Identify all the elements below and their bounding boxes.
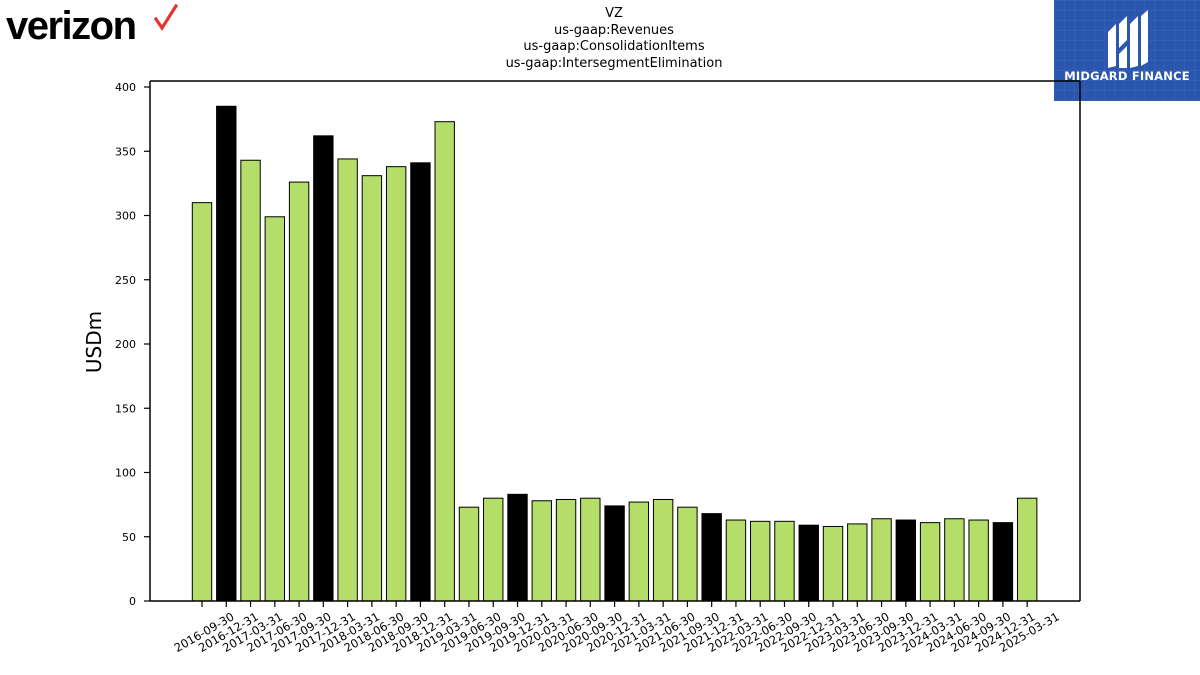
- midgard-logo-icon: [1108, 10, 1148, 68]
- bar: [604, 505, 625, 602]
- midgard-finance-badge: MIDGARD FINANCE: [1054, 0, 1200, 101]
- bar: [434, 121, 455, 602]
- bar: [288, 181, 310, 602]
- y-tick-label: 50: [122, 531, 136, 544]
- y-tick-label: 150: [115, 402, 136, 415]
- y-tick-label: 250: [115, 274, 136, 287]
- bar: [992, 522, 1014, 602]
- bar: [871, 518, 892, 602]
- bar: [968, 519, 989, 602]
- bar: [555, 498, 577, 602]
- bar: [240, 159, 261, 602]
- chart-title-line: us-gaap:IntersegmentElimination: [505, 55, 723, 71]
- bar: [628, 501, 650, 602]
- bar: [531, 500, 552, 602]
- bar: [774, 520, 795, 602]
- bar: [798, 524, 819, 602]
- y-tick-label: 200: [115, 338, 136, 351]
- bar: [410, 162, 431, 602]
- chart-title-line: VZ: [605, 6, 623, 21]
- bar: [701, 513, 722, 602]
- bar: [313, 135, 334, 602]
- bar: [361, 175, 383, 602]
- chart-title-line: us-gaap:Revenues: [554, 22, 674, 38]
- bar: [483, 497, 504, 602]
- y-tick-label: 100: [115, 467, 136, 480]
- bar: [750, 520, 771, 602]
- bar: [337, 158, 358, 602]
- y-tick-label: 0: [129, 595, 136, 608]
- bar: [822, 525, 844, 602]
- bar: [944, 518, 965, 602]
- bar: [264, 216, 286, 602]
- y-axis-label: USDm: [82, 311, 106, 373]
- verizon-check-icon: [154, 4, 179, 31]
- y-tick-label: 350: [115, 145, 136, 158]
- chart-title-line: us-gaap:ConsolidationItems: [523, 39, 705, 54]
- bar: [191, 202, 213, 602]
- verizon-logo-text: verizon: [6, 4, 137, 48]
- bar: [725, 519, 747, 602]
- bar: [216, 105, 237, 602]
- bar: [847, 523, 868, 602]
- y-tick-label: 400: [115, 81, 136, 94]
- bar: [507, 493, 528, 602]
- bar: [895, 519, 917, 602]
- bar: [580, 497, 601, 602]
- badge-text: MIDGARD FINANCE: [1064, 69, 1190, 83]
- bar: [677, 506, 698, 602]
- bar: [458, 506, 480, 602]
- bar: [1016, 497, 1038, 602]
- bar: [919, 522, 941, 602]
- bar: [385, 166, 407, 602]
- bar: [652, 498, 674, 602]
- y-tick-label: 300: [115, 210, 136, 223]
- verizon-logo: verizon: [4, 2, 179, 48]
- chart-title: VZ us-gaap:Revenues us-gaap:Consolidatio…: [414, 6, 814, 72]
